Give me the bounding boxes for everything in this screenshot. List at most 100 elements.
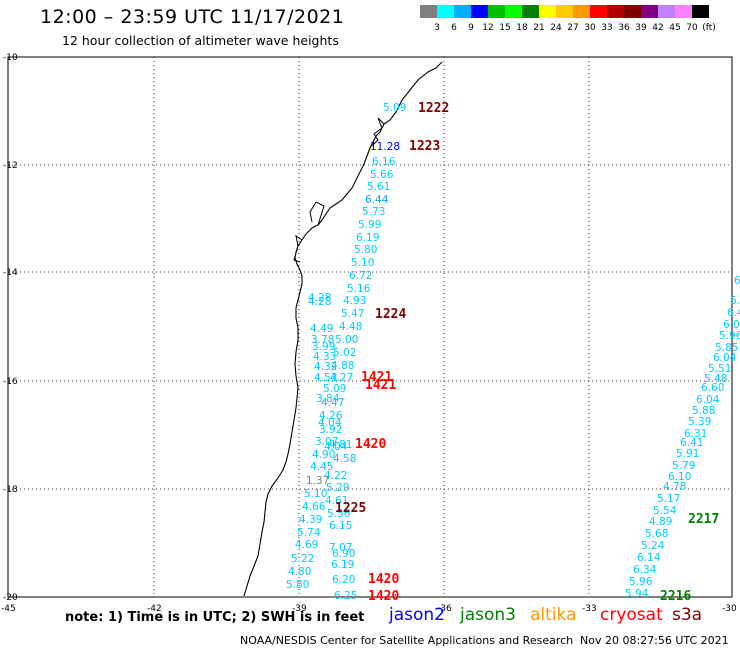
wave-height-observation: 4.32: [314, 361, 337, 373]
colorbar-label: 6: [451, 23, 457, 33]
satellite-legend-item: cryosat: [600, 605, 663, 625]
wave-height-observation: 3.92: [319, 424, 342, 436]
wave-height-observation: 4.47: [321, 397, 344, 409]
wave-height-observation: 6.19: [331, 559, 354, 571]
wave-height-observation: 4.39: [299, 514, 322, 526]
pass-time-label: 1421: [361, 370, 392, 385]
colorbar-label: 45: [669, 23, 681, 33]
wave-height-observation: 6.34: [633, 564, 657, 576]
pass-time-label: 2217: [688, 512, 719, 527]
colorbar-label: 21: [533, 23, 545, 33]
wave-height-observation: 6.04: [696, 394, 720, 406]
colorbar-label: 42: [652, 23, 664, 33]
wave-height-observation: 5.56: [327, 508, 351, 520]
colorbar-swatch: [692, 5, 709, 18]
wave-height-observation: 5.22: [291, 553, 314, 565]
pass-time-label: 1222: [418, 101, 449, 116]
satellite-legend-item: jason2: [389, 605, 445, 625]
longitude-label: -33: [582, 604, 597, 614]
wave-height-observation: 5.24: [641, 540, 665, 552]
wave-height-observation: 5.39: [688, 416, 711, 428]
wave-height-observation: 5.48: [704, 373, 727, 385]
lat-lon-grid: [8, 57, 732, 597]
wave-height-observation: 6.19: [356, 232, 379, 244]
colorbar-swatch: [454, 5, 471, 18]
wave-height-observation: 6.31: [684, 428, 707, 440]
wave-height-observation: 4.28: [308, 296, 331, 308]
wave-height-observation: 5.16: [347, 283, 371, 295]
colorbar-label: 12: [482, 23, 494, 33]
colorbar-swatch: [420, 5, 437, 18]
wave-height-observation: 6.20: [332, 574, 355, 586]
wave-height-observation: 6.04: [713, 352, 737, 364]
pass-time-label: 1420: [368, 589, 399, 604]
wave-height-observation: 5.68: [645, 528, 668, 540]
colorbar-label: 70: [686, 23, 698, 33]
bay-inlet: [293, 117, 385, 263]
wave-height-observation: 5.61: [367, 181, 390, 193]
wave-height-observation: 4.48: [339, 321, 362, 333]
colorbar-swatch: [437, 5, 454, 18]
pass-time-label: 1225: [335, 501, 366, 516]
map-frame: [7, 56, 733, 598]
longitude-label: -36: [437, 604, 452, 614]
wave-height-observation: 6.90: [332, 548, 355, 560]
wave-height-observation: 11.28: [370, 141, 400, 153]
wave-height-observation: 4.04: [318, 417, 342, 429]
colorbar-swatch: [539, 5, 556, 18]
wave-height-observation: 5.74: [297, 527, 321, 539]
pass-time-label: 1224: [375, 307, 406, 322]
latitude-label: -16: [3, 377, 18, 387]
wave-height-observation: 4.66: [302, 501, 326, 513]
colorbar-swatch: [641, 5, 658, 18]
wave-height-observation: 5.73: [362, 206, 385, 218]
wave-height-observation: 5.96: [629, 576, 653, 588]
pass-time-label: 1420: [368, 572, 399, 587]
latitude-label: -20: [3, 593, 18, 603]
colorbar-label: 15: [499, 23, 511, 33]
wave-height-observation: 3.78: [311, 334, 334, 346]
wave-height-observation: 4.61: [325, 495, 348, 507]
wave-height-observation: 5.29: [326, 482, 349, 494]
wave-height-observation: 4.69: [295, 539, 318, 551]
colorbar-label: 9: [468, 23, 474, 33]
wave-height-observation: 5.85: [715, 342, 738, 354]
pass-time-label: 2216: [660, 589, 691, 604]
latitude-label: -14: [3, 268, 18, 278]
wave-height-observation: 5.91: [676, 448, 699, 460]
wave-height-observation: 6.05: [723, 319, 740, 331]
wave-height-observation: 5.54: [653, 505, 677, 517]
wave-height-observation: 5.79: [672, 460, 695, 472]
wave-height-observation: 6.4: [727, 307, 740, 319]
latitude-label: -18: [3, 485, 18, 495]
pass-time-label: 1420: [355, 437, 386, 452]
colorbar-swatch: [522, 5, 539, 18]
wave-height-observation: 4.58: [333, 453, 356, 465]
latitude-label: -12: [3, 161, 18, 171]
wave-height-observation: 5.96: [719, 330, 740, 342]
map-title: 12:00 – 23:59 UTC 11/17/2021: [40, 6, 345, 28]
colorbar-label: 24: [550, 23, 562, 33]
colorbar-label: 36: [618, 23, 630, 33]
wave-height-observation: 5.80: [286, 579, 309, 591]
wave-height-observation: 6.10: [668, 471, 691, 483]
colorbar-swatch: [675, 5, 692, 18]
colorbar-swatch: [556, 5, 573, 18]
wave-height-observation: 4.49: [310, 323, 333, 335]
wave-height-observation: 5.00: [335, 334, 358, 346]
longitude-label: -45: [1, 604, 16, 614]
wave-height-observation: 4.93: [343, 295, 366, 307]
wave-height-observation: 6.14: [637, 552, 661, 564]
colorbar-label: 18: [516, 23, 528, 33]
wave-height-observation: 5.94: [625, 588, 649, 600]
satellite-legend-item: jason3: [460, 605, 516, 625]
wave-height-observation: 4.33: [313, 351, 336, 363]
wave-height-observation: 4.45: [310, 461, 333, 473]
colorbar-swatch: [573, 5, 590, 18]
wave-height-observation: 6.41: [680, 437, 703, 449]
colorbar-swatch: [505, 5, 522, 18]
latitude-label: -10: [3, 53, 18, 63]
wave-height-observation: 6.7: [730, 295, 740, 307]
longitude-label: -42: [147, 604, 162, 614]
